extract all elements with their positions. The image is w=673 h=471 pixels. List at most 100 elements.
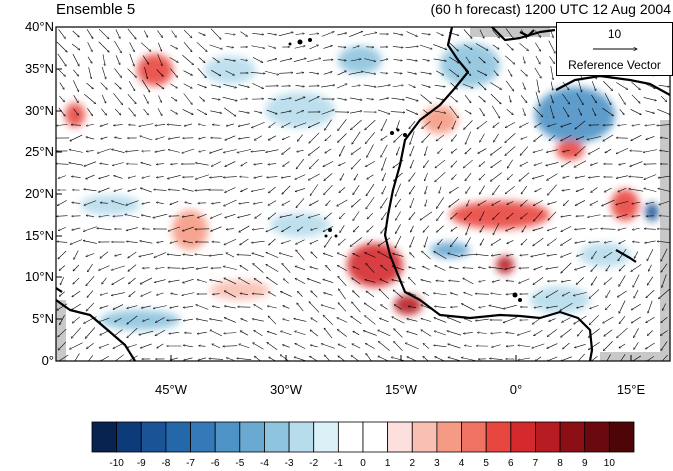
wind-vector-arrow bbox=[461, 304, 475, 311]
wind-vector-arrow bbox=[591, 94, 596, 103]
wind-vector-arrow bbox=[281, 240, 291, 244]
wind-vector-arrow bbox=[252, 253, 265, 258]
wind-vector-arrow bbox=[86, 302, 95, 311]
wind-vector-arrow bbox=[58, 328, 67, 337]
wind-vector-arrow bbox=[477, 120, 488, 129]
wind-vector-arrow bbox=[198, 124, 206, 127]
wind-vector-arrow bbox=[563, 200, 569, 205]
wind-vector-arrow bbox=[237, 214, 251, 217]
wind-vector-arrow bbox=[448, 344, 461, 349]
colorbar-swatch bbox=[165, 421, 191, 453]
wind-vector-arrow bbox=[337, 60, 346, 61]
wind-vector-arrow bbox=[410, 225, 414, 232]
wind-vector-arrow bbox=[182, 278, 194, 283]
wind-vector-arrow bbox=[59, 265, 66, 270]
wind-vector-arrow bbox=[407, 319, 418, 322]
wind-vector-arrow bbox=[100, 123, 109, 127]
wind-vector-arrow bbox=[309, 34, 319, 35]
wind-vector-arrow bbox=[155, 266, 165, 269]
wind-vector-arrow bbox=[363, 84, 376, 87]
wind-vector-arrow bbox=[168, 190, 180, 191]
wind-vector-arrow bbox=[170, 164, 178, 165]
wind-vector-arrow bbox=[111, 292, 125, 296]
wind-vector-arrow bbox=[144, 67, 148, 78]
wind-vector-arrow bbox=[603, 316, 614, 323]
wind-vector-arrow bbox=[464, 292, 473, 296]
wind-vector-arrow bbox=[238, 278, 250, 285]
colorbar-swatch bbox=[387, 421, 413, 453]
wind-vector-arrow bbox=[282, 185, 291, 194]
wind-vector-arrow bbox=[395, 183, 402, 197]
wind-vector-arrow bbox=[410, 131, 415, 144]
wind-vector-arrow bbox=[294, 331, 306, 336]
wind-vector-arrow bbox=[142, 175, 151, 178]
wind-vector-arrow bbox=[297, 303, 304, 312]
wind-vector-arrow bbox=[507, 240, 514, 243]
wind-vector-arrow bbox=[295, 174, 306, 180]
wind-vector-arrow bbox=[307, 58, 321, 63]
wind-vector-arrow bbox=[382, 157, 387, 170]
colorbar-swatch bbox=[214, 421, 241, 453]
wind-vector-arrow bbox=[549, 56, 554, 63]
wind-vector-arrow bbox=[267, 177, 278, 178]
wind-vector-arrow bbox=[465, 131, 472, 145]
wind-vector-arrow bbox=[382, 172, 386, 181]
colorbar bbox=[91, 421, 635, 453]
wind-vector-arrow bbox=[115, 253, 122, 256]
wind-vector-arrow bbox=[240, 265, 249, 271]
wind-vector-arrow bbox=[323, 46, 333, 49]
wind-vector-arrow bbox=[155, 330, 166, 335]
coastlines bbox=[56, 27, 670, 361]
wind-vector-arrow bbox=[349, 31, 362, 37]
wind-vector-arrow bbox=[87, 355, 94, 361]
wind-vector-arrow bbox=[73, 264, 80, 271]
wind-vector-arrow bbox=[74, 353, 80, 361]
wind-vector-arrow bbox=[197, 213, 207, 218]
wind-vector-arrow bbox=[266, 109, 278, 114]
wind-vector-arrow bbox=[631, 303, 641, 310]
wind-vector-arrow bbox=[520, 161, 529, 166]
wind-vector-arrow bbox=[97, 148, 111, 153]
wind-vector-arrow bbox=[73, 80, 78, 91]
wind-vector-arrow bbox=[101, 108, 106, 115]
wind-vector-arrow bbox=[98, 41, 110, 53]
wind-vector-arrow bbox=[101, 94, 106, 103]
wind-vector-arrow bbox=[578, 79, 581, 92]
wind-vector-arrow bbox=[254, 175, 263, 178]
wind-vector-arrow bbox=[606, 290, 611, 298]
wind-vector-arrow bbox=[631, 81, 641, 90]
wind-vector-arrow bbox=[380, 279, 389, 284]
wind-vector-arrow bbox=[407, 331, 418, 335]
wind-vector-arrow bbox=[364, 252, 376, 258]
wind-vector-arrow bbox=[353, 267, 360, 270]
wind-vector-arrow bbox=[504, 55, 515, 64]
wind-vector-arrow bbox=[115, 317, 122, 322]
wind-vector-arrow bbox=[307, 279, 321, 284]
wind-vector-arrow bbox=[155, 82, 164, 89]
wind-vector-arrow bbox=[83, 241, 97, 244]
wind-vector-arrow bbox=[451, 226, 458, 231]
wind-vector-arrow bbox=[377, 109, 390, 114]
wind-vector-arrow bbox=[170, 68, 177, 78]
wind-vector-arrow bbox=[365, 119, 376, 130]
wind-vector-arrow bbox=[114, 137, 122, 139]
wind-vector-arrow bbox=[101, 136, 108, 139]
wind-vector-arrow bbox=[182, 292, 195, 296]
wind-vector-arrow bbox=[141, 215, 151, 218]
wind-vector-arrow bbox=[71, 303, 81, 310]
wind-vector-arrow bbox=[58, 250, 67, 259]
wind-vector-arrow bbox=[366, 291, 375, 298]
wind-vector-arrow bbox=[562, 189, 571, 190]
wind-vector-arrow bbox=[660, 96, 667, 102]
wind-vector-arrow bbox=[69, 163, 84, 166]
wind-vector-arrow bbox=[380, 318, 389, 323]
wind-vector-arrow bbox=[574, 160, 587, 167]
wind-vector-arrow bbox=[421, 319, 432, 322]
wind-vector-arrow bbox=[463, 278, 474, 285]
wind-vector-arrow bbox=[279, 73, 293, 74]
wind-vector-arrow bbox=[408, 306, 417, 308]
wind-vector-arrow bbox=[522, 56, 525, 64]
wind-vector-arrow bbox=[634, 251, 639, 259]
wind-vector-arrow bbox=[478, 95, 486, 102]
wind-vector-arrow bbox=[280, 291, 292, 297]
